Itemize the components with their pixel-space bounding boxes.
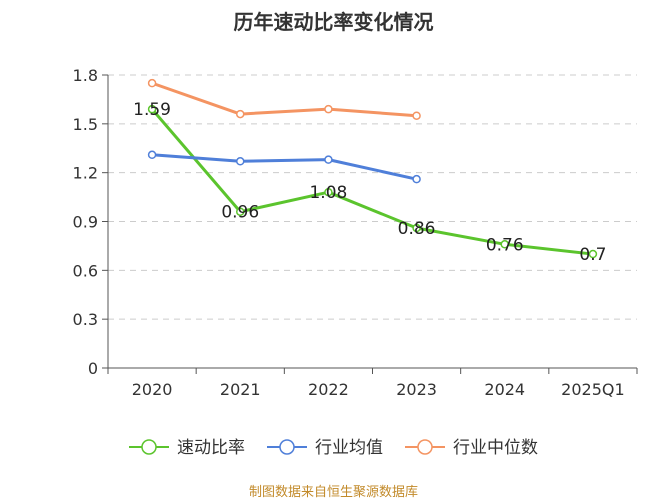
y-tick-label: 0.3: [73, 310, 98, 329]
axes: 0 0.3 0.6 0.9 1.2 1.5 1.8 2020 2021 2022 2023 2024 2…: [73, 66, 638, 399]
data-point: [412, 174, 421, 184]
data-label: 1.59: [133, 100, 171, 120]
data-point: [236, 109, 245, 119]
legend-marker: [141, 439, 157, 455]
data-label: 1.08: [309, 183, 347, 203]
data-label: 0.86: [398, 219, 436, 239]
grid-lines: [108, 74, 637, 320]
data-point: [324, 104, 333, 114]
legend-label: 行业均值: [315, 438, 383, 458]
data-point: [500, 240, 509, 249]
x-tick-label: 2022: [308, 380, 349, 399]
data-point: [324, 187, 333, 197]
data-point: [147, 104, 157, 114]
legend-marker: [279, 439, 295, 455]
series-line: [151, 81, 417, 118]
x-tick-label: 2025Q1: [561, 380, 625, 399]
data-point: [236, 207, 245, 216]
x-tick-label: 2020: [132, 380, 173, 399]
y-tick-label: 1.2: [73, 164, 98, 183]
data-point: [147, 78, 157, 88]
data-point: [588, 249, 598, 259]
y-tick-label: 1.8: [73, 66, 98, 85]
data-point: [324, 155, 333, 164]
series-line: [150, 108, 594, 256]
legend-label: 行业中位数: [453, 438, 538, 458]
legend-item: 速动比率: [129, 438, 245, 458]
y-tick-label: 0: [88, 359, 98, 378]
series-line: [151, 153, 417, 181]
x-tick-label: 2023: [396, 380, 437, 399]
series-lines: [147, 78, 598, 259]
legend: 速动比率 行业均值 行业中位数: [129, 438, 538, 458]
x-tick-label: 2024: [484, 380, 525, 399]
data-label: 0.76: [486, 235, 524, 255]
data-point: [412, 111, 421, 120]
legend-label: 速动比率: [177, 438, 245, 458]
data-point: [236, 157, 245, 166]
chart-title: 历年速动比率变化情况: [233, 10, 434, 34]
source-note: 制图数据来自恒生聚源数据库: [248, 485, 418, 500]
data-label: 0.96: [221, 203, 259, 223]
data-labels: 1.59 0.96 1.08 0.86 0.76 0.7: [133, 100, 606, 265]
y-tick-label: 0.9: [73, 213, 98, 232]
y-tick-label: 1.5: [73, 115, 98, 134]
x-tick-label: 2021: [220, 380, 261, 399]
data-point: [412, 223, 421, 233]
legend-marker: [417, 439, 433, 455]
data-point: [147, 150, 157, 160]
data-label: 0.7: [579, 245, 606, 265]
legend-item: 行业中位数: [405, 438, 538, 458]
y-tick-label: 0.6: [73, 261, 98, 280]
legend-item: 行业均值: [267, 438, 383, 458]
